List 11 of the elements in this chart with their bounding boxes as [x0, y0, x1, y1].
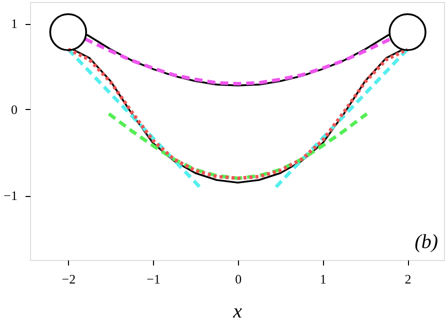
y-tick-label: 0: [11, 102, 18, 117]
x-tick-label: 0: [235, 272, 242, 286]
x-axis-title: x: [232, 300, 242, 322]
x-tick-label: 1: [320, 272, 326, 286]
line-series: [107, 112, 369, 180]
x-tick-label: −2: [62, 272, 76, 286]
y-tick-label: 1: [11, 16, 18, 31]
y-tick-label: −1: [4, 188, 18, 203]
annotation: (b): [414, 231, 438, 253]
x-tick-label: −1: [146, 272, 160, 286]
x-tick-label: 2: [404, 272, 412, 286]
